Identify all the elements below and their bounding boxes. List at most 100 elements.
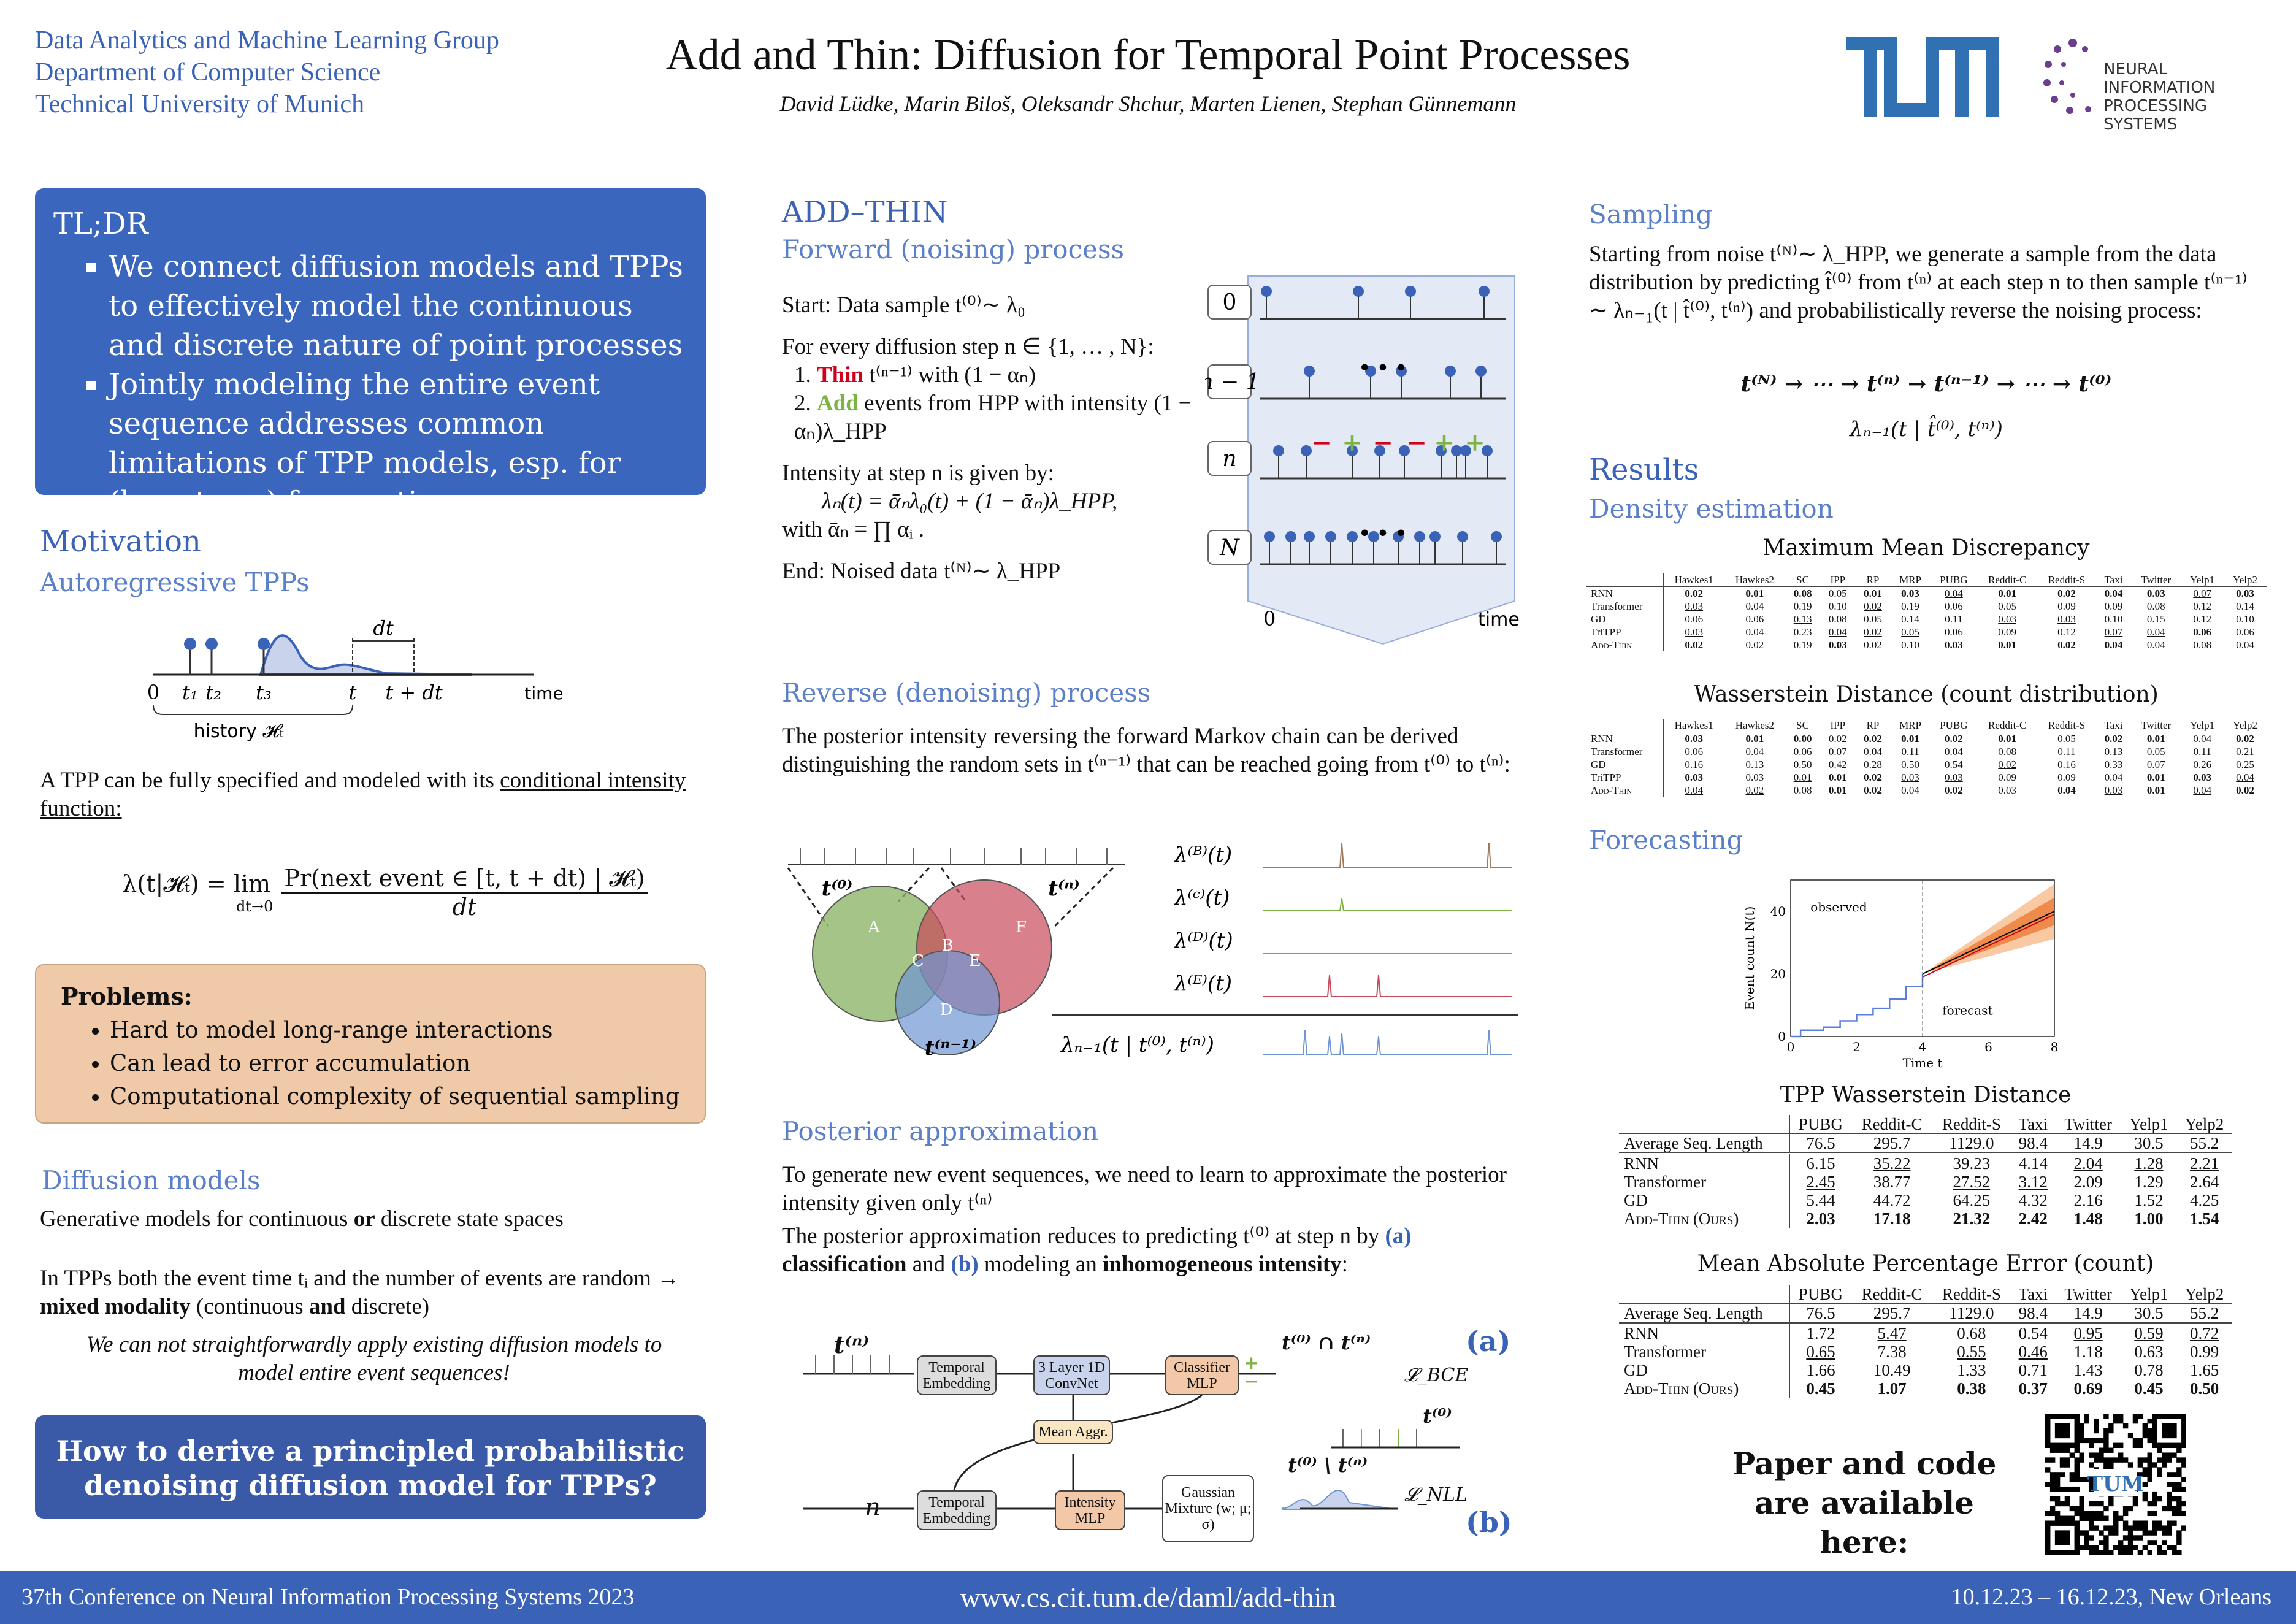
row-label: GD xyxy=(1586,758,1664,771)
problem-item: Can lead to error accumulation xyxy=(110,1047,680,1080)
tpp-wd-table: PUBG Reddit-C Reddit-S Taxi Twitter Yelp1 Yelp… xyxy=(1619,1115,2232,1228)
qr-module xyxy=(2064,1515,2070,1521)
qr-module xyxy=(2172,1520,2177,1526)
qr-module xyxy=(2157,1545,2162,1550)
table-cell: 0.02 xyxy=(1685,588,1704,599)
qr-module xyxy=(2176,1506,2182,1512)
table-cell: 0.08 xyxy=(2146,600,2165,612)
qr-module xyxy=(2099,1515,2104,1521)
table-cell: 0.04 xyxy=(2236,639,2254,651)
diffusion-p1: Generative models for continuous or disc… xyxy=(40,1205,708,1233)
qr-module xyxy=(2167,1433,2172,1439)
text: mixed modality xyxy=(40,1294,191,1319)
problem-item: Hard to model long-range interactions xyxy=(110,1014,680,1047)
qr-module xyxy=(2089,1515,2094,1521)
qr-module xyxy=(2054,1530,2061,1536)
table-cell: 0.02 xyxy=(2104,733,2123,745)
problem-item: Computational complexity of sequential s… xyxy=(110,1080,680,1113)
temporal-embedding-box: Temporal Embedding xyxy=(917,1355,997,1395)
qr-module xyxy=(2142,1482,2148,1487)
qr-module xyxy=(2176,1530,2182,1536)
qr-module xyxy=(2103,1506,2109,1512)
table-cell: 0.04 xyxy=(2057,784,2076,796)
table-cell: 2.42 xyxy=(2018,1209,2048,1228)
mean-aggregation-box: Mean Aggr. xyxy=(1033,1420,1113,1444)
table-cell: 2.03 xyxy=(1806,1209,1835,1228)
qr-module xyxy=(2064,1535,2070,1541)
qr-module xyxy=(2045,1442,2051,1449)
qr-module xyxy=(2049,1520,2056,1526)
y-tick-label: 20 xyxy=(1770,967,1786,981)
table-cell: 0.19 xyxy=(1901,600,1919,612)
qr-module xyxy=(2162,1540,2167,1545)
mape-table-title: Mean Absolute Percentage Error (count) xyxy=(1697,1251,2154,1276)
table-cell: 0.54 xyxy=(1944,759,1963,770)
qr-module xyxy=(2118,1452,2124,1458)
qr-module xyxy=(2045,1525,2051,1531)
qr-module xyxy=(2094,1418,2099,1424)
text: and xyxy=(906,1252,951,1277)
project-url[interactable]: www.cs.cit.tum.de/daml/add-thin xyxy=(960,1582,1336,1613)
qr-module xyxy=(2054,1414,2061,1419)
qr-module xyxy=(2103,1540,2109,1545)
table-cell: 0.00 xyxy=(1793,733,1812,745)
x-axis-label: Time t xyxy=(1903,1055,1943,1070)
column-header: Twitter xyxy=(2055,1285,2121,1304)
qr-module xyxy=(2064,1433,2070,1439)
qr-module xyxy=(2045,1540,2051,1545)
qr-module xyxy=(2089,1550,2094,1555)
qr-module xyxy=(2069,1550,2075,1555)
table-cell: 0.12 xyxy=(2193,613,2212,625)
qr-module xyxy=(2181,1418,2186,1424)
table-cell: 35.22 xyxy=(1873,1154,1911,1173)
qr-module xyxy=(2118,1418,2124,1424)
qr-module xyxy=(2054,1423,2061,1429)
qr-code[interactable]: TUM xyxy=(2045,1414,2186,1555)
qr-module xyxy=(2176,1457,2182,1463)
qr-module xyxy=(2132,1442,2138,1449)
table-cell: 0.10 xyxy=(1828,600,1847,612)
table-row: TriTPP 0.03 0.03 0.01 0.01 0.02 0.03 0.03 0.09 0.… xyxy=(1586,771,2267,784)
wd-count-table: Hawkes1 Hawkes2 SC IPP RP MRP PUBG Reddit-C Redd… xyxy=(1586,719,2267,797)
y-tick-label: 40 xyxy=(1770,904,1786,919)
qr-module xyxy=(2113,1414,2119,1419)
qr-module xyxy=(2064,1457,2070,1463)
qr-module xyxy=(2147,1501,2152,1507)
qr-module xyxy=(2103,1447,2109,1453)
qr-module xyxy=(2054,1472,2061,1477)
row-label: Add-Thin xyxy=(1586,638,1664,651)
column-header: Reddit-C xyxy=(1977,573,2038,587)
qr-module xyxy=(2059,1462,2065,1468)
table-cell: 1.48 xyxy=(2073,1209,2103,1228)
neurips-logo-text: NEURAL INFORMATION PROCESSING SYSTEMS xyxy=(2103,60,2216,134)
table-cell: 1.66 xyxy=(1806,1361,1835,1379)
qr-module xyxy=(2132,1501,2138,1507)
table-cell: 0.02 xyxy=(2236,733,2254,745)
qr-module xyxy=(2099,1452,2104,1458)
qr-module xyxy=(2176,1482,2182,1487)
group-name: Data Analytics and Machine Learning Grou… xyxy=(35,26,499,55)
table-cell: 0.11 xyxy=(2057,746,2076,757)
add-sign: + xyxy=(1464,428,1485,457)
qr-module xyxy=(2054,1501,2061,1507)
qr-module xyxy=(2079,1433,2084,1439)
table-cell: 0.14 xyxy=(2236,600,2254,612)
table-cell: 0.01 xyxy=(1745,588,1764,599)
venn-region-a: A xyxy=(868,918,881,936)
table-cell: 0.03 xyxy=(1685,600,1704,612)
t0-set-label: t⁽⁰⁾ xyxy=(822,876,853,901)
qr-module xyxy=(2122,1520,2129,1526)
step2-text: events from HPP with intensity (1 − αₙ)λ… xyxy=(794,391,1192,444)
table-cell: 0.04 xyxy=(2104,639,2123,651)
table-cell: 0.01 xyxy=(1998,733,2017,745)
qr-module xyxy=(2099,1550,2104,1555)
table-cell: 0.03 xyxy=(1998,784,2017,796)
diffusion-title: Diffusion models xyxy=(42,1165,261,1195)
qr-module xyxy=(2137,1520,2143,1526)
qr-module xyxy=(2176,1540,2182,1545)
table-cell: 0.10 xyxy=(2236,613,2254,625)
intensity-equation: λₙ(t) = ᾱₙλ₀(t) + (1 − ᾱₙ)λ_HPP, xyxy=(822,489,1118,514)
qr-module xyxy=(2074,1511,2080,1517)
forecast-band-outer xyxy=(1923,884,2054,974)
qr-module xyxy=(2127,1550,2133,1555)
